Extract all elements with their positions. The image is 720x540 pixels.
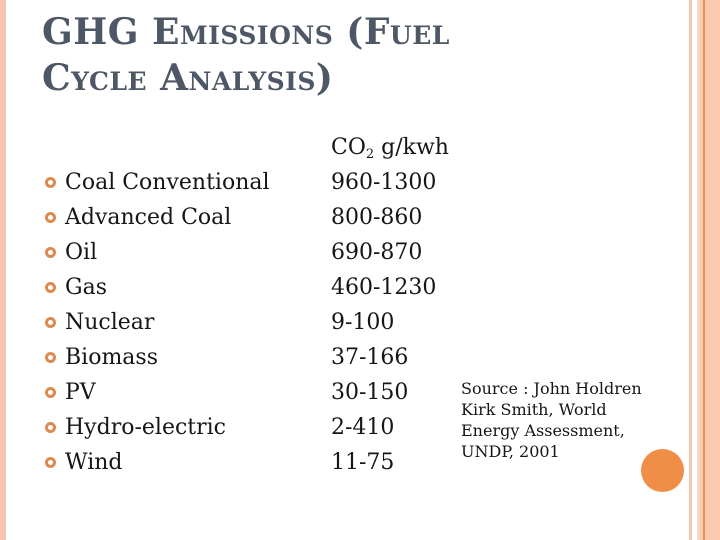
- fuel-label: Gas: [65, 275, 107, 300]
- table-row: Biomass 37-166: [45, 340, 655, 375]
- right-edge-stripe-dark-line: [703, 0, 705, 540]
- fuel-label: Hydro-electric: [65, 415, 227, 440]
- table-row: Advanced Coal 800-860: [45, 200, 655, 235]
- fuel-value: 11-75: [331, 450, 395, 475]
- co2-column-header: CO2 g/kwh: [331, 135, 655, 162]
- accent-circle: [641, 449, 684, 492]
- fuel-value: 800-860: [331, 205, 423, 230]
- table-row: Nuclear 9-100: [45, 305, 655, 340]
- co2-unit: g/kwh: [374, 135, 449, 160]
- fuel-value: 460-1230: [331, 275, 437, 300]
- co2-subscript: 2: [365, 147, 375, 162]
- table-row: Coal Conventional 960-1300: [45, 165, 655, 200]
- table-row: Oil 690-870: [45, 235, 655, 270]
- fuel-value: 30-150: [331, 380, 409, 405]
- fuel-value: 2-410: [331, 415, 395, 440]
- bullet-icon: [45, 177, 56, 188]
- table-row: Gas 460-1230: [45, 270, 655, 305]
- bullet-icon: [45, 317, 56, 328]
- bullet-icon: [45, 282, 56, 293]
- fuel-label: Coal Conventional: [65, 170, 270, 195]
- source-line: Source : John Holdren: [461, 379, 642, 398]
- page-title: GHG Emissions (Fuel Cycle Analysis): [42, 9, 622, 101]
- source-line: UNDP, 2001: [461, 442, 560, 461]
- left-edge-stripe: [0, 0, 6, 540]
- source-note: Source : John Holdren Kirk Smith, World …: [461, 378, 671, 462]
- right-edge-stripe-thin: [689, 0, 692, 540]
- table-row: Wind 11-75: [45, 445, 655, 480]
- table-row: Hydro-electric 2-410: [45, 410, 655, 445]
- fuel-value: 960-1300: [331, 170, 437, 195]
- bullet-icon: [45, 387, 56, 398]
- bullet-icon: [45, 247, 56, 258]
- fuel-label: Biomass: [65, 345, 159, 370]
- fuel-value: 9-100: [331, 310, 395, 335]
- page-title-line-1: GHG Emissions (Fuel: [42, 11, 450, 53]
- page-title-line-2: Cycle Analysis): [42, 57, 334, 99]
- fuel-label: Nuclear: [65, 310, 155, 335]
- right-edge-stripe-block: [700, 0, 720, 540]
- bullet-icon: [45, 212, 56, 223]
- fuel-value: 690-870: [331, 240, 423, 265]
- fuel-label: Oil: [65, 240, 98, 265]
- source-line: Kirk Smith, World: [461, 400, 607, 419]
- source-line: Energy Assessment,: [461, 421, 625, 440]
- fuel-value: 37-166: [331, 345, 409, 370]
- emissions-table: CO2 g/kwh Coal Conventional 960-1300 Adv…: [45, 130, 655, 480]
- bullet-icon: [45, 457, 56, 468]
- fuel-label: Advanced Coal: [65, 205, 232, 230]
- bullet-icon: [45, 352, 56, 363]
- fuel-label: Wind: [65, 450, 123, 475]
- bullet-icon: [45, 422, 56, 433]
- fuel-label: PV: [65, 380, 96, 405]
- co2-prefix: CO: [331, 135, 366, 160]
- table-header-row: CO2 g/kwh: [45, 130, 655, 165]
- right-edge-stripe-pale: [697, 0, 700, 540]
- table-row: PV 30-150: [45, 375, 655, 410]
